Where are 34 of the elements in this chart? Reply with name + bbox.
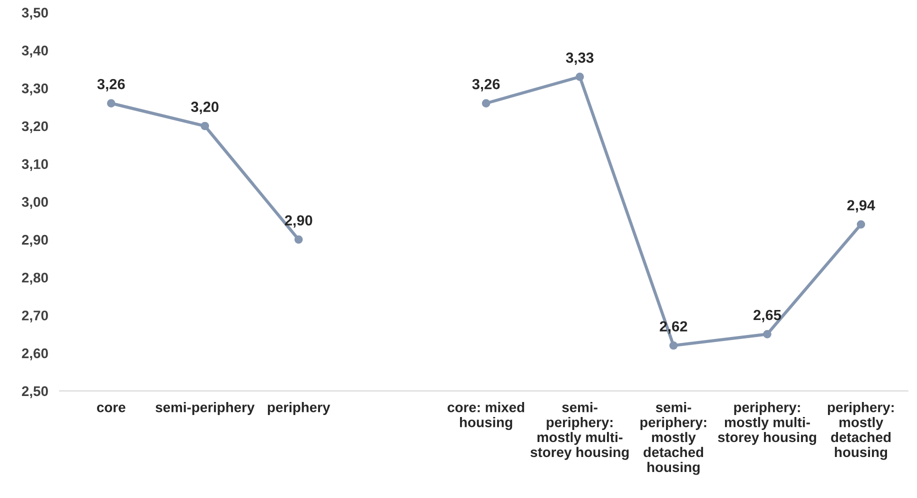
x-tick-label: periphery: mostly detached housing — [828, 402, 894, 460]
y-tick-label: 3,40 — [22, 46, 48, 58]
data-label: 3,26 — [97, 78, 125, 92]
point — [669, 341, 678, 350]
y-tick-label: 2,60 — [22, 348, 48, 360]
x-tick-label: core — [97, 404, 126, 412]
y-tick-label: 3,30 — [22, 83, 48, 96]
data-label: 2,94 — [847, 200, 876, 213]
data-label: 3,20 — [191, 102, 218, 114]
x-tick-label: periphery — [268, 402, 330, 415]
x-tick-label: semi-periphery — [156, 402, 255, 415]
y-tick-label: 2,90 — [22, 234, 48, 247]
x-tick-label: semi- periphery: mostly multi- storey housing — [530, 402, 629, 460]
y-tick-label: 3,50 — [22, 8, 48, 20]
data-label: 2,65 — [754, 310, 782, 322]
x-tick-label: semi- periphery: mostly detached housing — [640, 402, 706, 475]
y-tick-label: 2,50 — [22, 386, 48, 398]
x-tick-label: core: mixed housing — [448, 402, 524, 430]
point — [763, 330, 772, 338]
y-tick-label: 2,80 — [22, 272, 48, 285]
point — [576, 72, 584, 81]
point — [294, 235, 303, 244]
point — [482, 99, 490, 108]
data-label: 3,26 — [472, 78, 500, 92]
x-tick-label: periphery: mostly multi- storey housing — [718, 402, 816, 445]
data-label: 2,90 — [284, 215, 312, 228]
point — [856, 220, 866, 229]
point — [200, 122, 210, 130]
y-tick-label: 2,70 — [22, 310, 48, 322]
point — [106, 99, 116, 108]
y-tick-label: 3,10 — [22, 159, 48, 172]
data-label: 3,33 — [566, 52, 594, 65]
y-tick-label: 3,00 — [22, 197, 48, 209]
y-tick-label: 3,20 — [22, 121, 48, 134]
